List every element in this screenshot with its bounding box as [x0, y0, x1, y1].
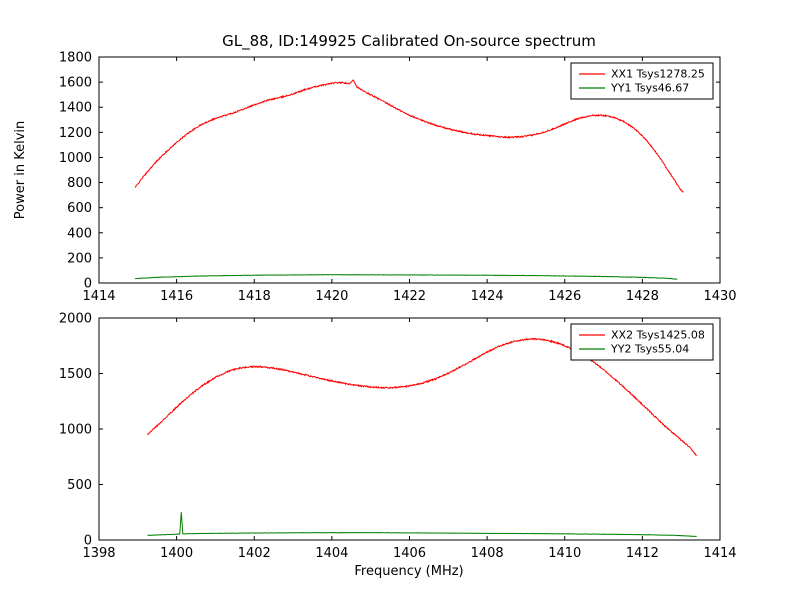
y-tick-label: 1000: [59, 423, 92, 438]
series-line-yy2: [147, 512, 697, 537]
x-tick-label: 1422: [393, 289, 426, 304]
y-axis-label: Power in Kelvin: [13, 121, 28, 219]
x-tick-label: 1402: [238, 546, 271, 561]
x-tick-label: 1400: [160, 546, 193, 561]
y-tick-label: 800: [67, 176, 92, 191]
y-tick-label: 500: [67, 478, 92, 493]
series-line-xx2: [147, 337, 697, 457]
y-tick-label: 1500: [59, 367, 92, 382]
chart-title: GL_88, ID:149925 Calibrated On-source sp…: [222, 32, 596, 51]
x-tick-label: 1412: [626, 546, 659, 561]
x-tick-label: 1426: [548, 289, 581, 304]
legend-label: YY1 Tsys46.67: [610, 82, 689, 95]
x-tick-label: 1416: [160, 289, 193, 304]
y-tick-label: 1600: [59, 76, 92, 91]
y-tick-label: 0: [84, 534, 92, 549]
x-tick-label: 1406: [393, 546, 426, 561]
y-tick-label: 200: [67, 251, 92, 266]
legend-label: XX1 Tsys1278.25: [611, 68, 705, 81]
legend-box: [570, 323, 714, 361]
x-tick-label: 1424: [471, 289, 504, 304]
y-tick-label: 1400: [59, 101, 92, 116]
y-tick-label: 400: [67, 226, 92, 241]
y-tick-label: 1000: [59, 151, 92, 166]
x-tick-label: 1414: [82, 289, 115, 304]
x-tick-label: 1404: [315, 546, 348, 561]
subplot-top: 1414 1416 1418 1420 1422 1424 1426 1428 1430 0 200…: [59, 51, 737, 305]
x-tick-label: 1408: [471, 546, 504, 561]
x-tick-label: 1418: [238, 289, 271, 304]
y-tick-label: 1200: [59, 126, 92, 141]
series-line-yy1: [135, 274, 678, 280]
x-axis-label: Frequency (MHz): [354, 564, 463, 579]
y-tick-label: 0: [84, 277, 92, 292]
x-tick-label: 1420: [315, 289, 348, 304]
legend-label: XX2 Tsys1425.08: [611, 329, 705, 342]
series-line-xx1: [134, 79, 684, 193]
y-tick-label: 1800: [59, 51, 92, 66]
legend-box: [570, 62, 714, 100]
x-tick-label: 1410: [548, 546, 581, 561]
y-tick-label: 2000: [59, 312, 92, 327]
x-tick-label: 1430: [703, 289, 736, 304]
x-tick-label: 1398: [82, 546, 115, 561]
y-tick-label: 600: [67, 201, 92, 216]
x-tick-label: 1428: [626, 289, 659, 304]
subplot-bottom: 1398 1400 1402 1404 1406 1408 1410 1412 1414 0 500…: [59, 312, 737, 562]
legend-label: YY2 Tsys55.04: [610, 343, 689, 356]
x-tick-label: 1414: [703, 546, 736, 561]
